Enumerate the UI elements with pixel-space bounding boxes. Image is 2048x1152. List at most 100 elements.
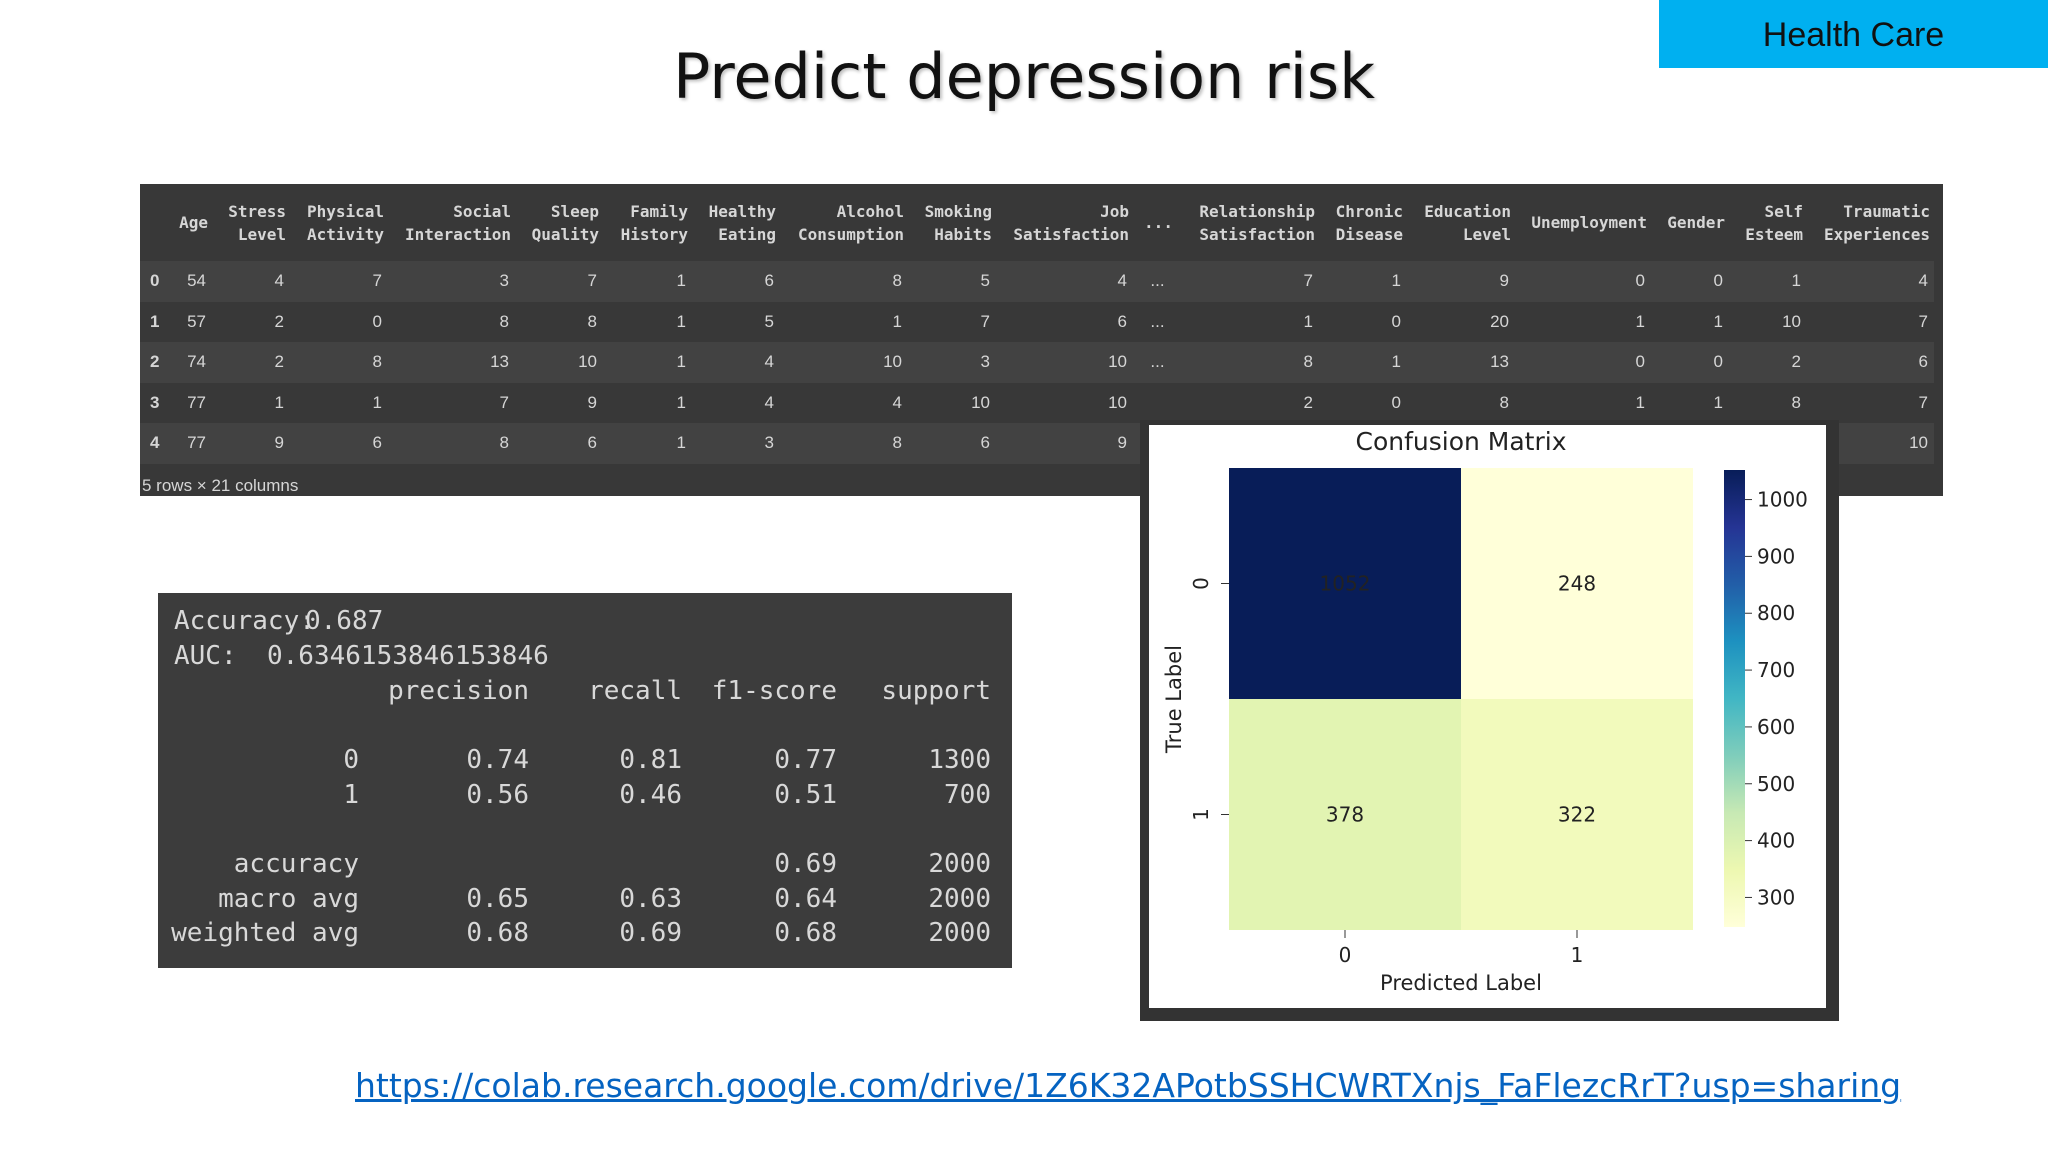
table-cell: 10 xyxy=(1782,311,1801,331)
table-cell: 8 xyxy=(290,342,388,383)
y-tick-label: 1 xyxy=(1189,808,1213,821)
table-cell: 8 xyxy=(1188,342,1319,383)
table-cell: 1 xyxy=(274,392,284,412)
report-text: 0.68 xyxy=(774,918,837,948)
table-cell: 8 xyxy=(587,311,597,331)
table-cell: 1 xyxy=(1729,261,1807,302)
table-cell: 7 xyxy=(499,392,509,412)
report-text: support xyxy=(881,676,991,706)
table-cell: 4 xyxy=(996,261,1133,302)
table-cell: 4 xyxy=(764,392,774,412)
table-cell: 8 xyxy=(1499,392,1509,412)
table-cell: 6 xyxy=(908,423,996,464)
column-header: Chronic Disease xyxy=(1335,201,1403,244)
report-text: recall xyxy=(588,676,682,706)
table-cell: 6 xyxy=(1807,342,1934,383)
table-cell: 13 xyxy=(1407,342,1515,383)
column-header: Alcohol Consumption xyxy=(798,201,904,244)
table-cell: ... xyxy=(1133,342,1188,383)
table-cell: 1 xyxy=(1713,392,1723,412)
colorbar-tick-label: 500 xyxy=(1757,772,1795,796)
report-text: f1-score xyxy=(712,676,837,706)
report-text: 700 xyxy=(944,780,991,810)
column-header: Physical Activity xyxy=(306,201,384,244)
colorbar-tick-label: 300 xyxy=(1757,885,1795,909)
table-cell: 9 xyxy=(587,392,597,412)
report-text: weighted avg xyxy=(171,918,359,948)
slide-title: Predict depression risk xyxy=(672,40,1376,113)
row-index: 4 xyxy=(140,423,170,464)
table-cell: 10 xyxy=(971,392,990,412)
table-cell: 8 xyxy=(780,423,908,464)
column-header: Sleep Quality xyxy=(531,201,599,244)
table-cell: 1 xyxy=(676,392,686,412)
report-text: accuracy xyxy=(234,849,359,879)
table-cell: 6 xyxy=(290,423,388,464)
column-header: Family History xyxy=(620,201,688,244)
table-cell: 1 xyxy=(1319,342,1407,383)
column-header: Relationship Satisfaction xyxy=(1199,201,1315,244)
chart-title: Confusion Matrix xyxy=(1355,427,1566,456)
column-header: Self Esteem xyxy=(1745,201,1803,244)
table-cell: 1 xyxy=(892,311,902,331)
table-footer: 5 rows × 21 columns xyxy=(142,476,299,495)
table-cell: 77 xyxy=(187,392,206,412)
report-text: 2000 xyxy=(928,849,991,879)
table-cell: 0 xyxy=(1391,311,1401,331)
header-row: Age Stress Level Physical Activity Social I… xyxy=(140,184,1934,261)
table-cell: 6 xyxy=(515,423,603,464)
report-text: 0.68 xyxy=(466,918,529,948)
report-text: 0.6346153846153846 xyxy=(267,641,549,671)
report-text: 1 xyxy=(343,780,359,810)
column-header: Traumatic Experiences xyxy=(1824,201,1930,244)
report-text: 0.65 xyxy=(466,884,529,914)
colorbar-tick-label: 700 xyxy=(1757,658,1795,682)
category-tag: Health Care xyxy=(1659,0,2048,68)
table-cell: 10 xyxy=(780,342,908,383)
table-cell: ... xyxy=(1133,261,1188,302)
row-index: 1 xyxy=(150,311,160,331)
table-cell: 7 xyxy=(1918,392,1928,412)
table-cell xyxy=(1133,383,1188,424)
report-text: 0.51 xyxy=(774,780,837,810)
row-index: 2 xyxy=(140,342,170,383)
colab-link[interactable]: https://colab.research.google.com/drive/… xyxy=(355,1066,1902,1105)
table-cell: 1 xyxy=(676,311,686,331)
classification-report: Accuracy:0.687 AUC: 0.6346153846153846 prec… xyxy=(158,593,1012,968)
table-cell: 8 xyxy=(780,261,908,302)
x-tick-label: 1 xyxy=(1571,943,1584,967)
report-text: 0.81 xyxy=(619,745,682,775)
report-text: 0.56 xyxy=(466,780,529,810)
table-cell: 10 xyxy=(996,342,1133,383)
table-cell: 8 xyxy=(499,311,509,331)
table-cell: 9 xyxy=(1407,261,1515,302)
table-cell: 1 xyxy=(603,342,692,383)
colorbar-tick-label: 900 xyxy=(1757,544,1795,568)
table-cell: 2 xyxy=(1303,392,1313,412)
colorbar xyxy=(1724,470,1745,927)
report-text: precision xyxy=(388,676,529,706)
cell-label: 1052 xyxy=(1320,572,1371,596)
table-cell: ... xyxy=(1150,311,1165,331)
table-cell: 10 xyxy=(1108,392,1127,412)
table-row: 1 57 2 0 8 8 1 5 1 7 6... 1 0 20 1 1 10 7 xyxy=(140,302,1934,343)
heatmap-cell xyxy=(1229,468,1461,699)
table-cell: 1 xyxy=(1635,311,1645,331)
report-text: 0.687 xyxy=(305,606,383,636)
y-tick-label: 0 xyxy=(1189,577,1213,590)
table-cell: 6 xyxy=(692,261,780,302)
table-cell: 2 xyxy=(1729,342,1807,383)
table-cell: 1 xyxy=(372,392,382,412)
table-cell: 1 xyxy=(1713,311,1723,331)
x-axis-label: Predicted Label xyxy=(1380,971,1542,995)
table-row: 2 74 2 8 13 10 1 4 10 3 10... 8 1 13 0 0 2 6 xyxy=(140,342,1934,383)
table-cell: 3 xyxy=(692,423,780,464)
table-cell: 0 xyxy=(1515,342,1651,383)
table-cell: 1 xyxy=(1303,311,1313,331)
table-cell: 9 xyxy=(996,423,1133,464)
row-index: 0 xyxy=(140,261,170,302)
table-cell: 4 xyxy=(212,261,290,302)
table-cell: 1 xyxy=(1319,261,1407,302)
table-cell: 74 xyxy=(170,342,212,383)
